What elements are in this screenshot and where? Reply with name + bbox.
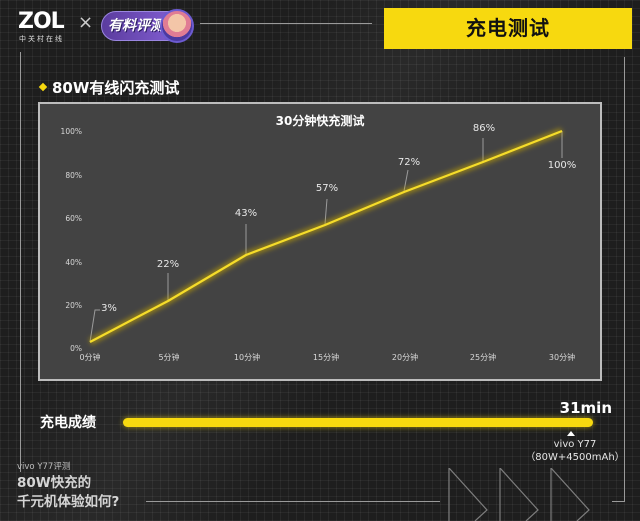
charge-time-value: 31min xyxy=(559,399,612,417)
y-tick: 60% xyxy=(65,214,82,223)
data-label: 3% xyxy=(101,303,117,314)
section-banner: 充电测试 xyxy=(384,8,632,49)
partner-badge-text: 有料评测 xyxy=(108,18,164,34)
footer-divider xyxy=(146,501,440,502)
review-headline: 80W快充的 千元机体验如何? xyxy=(17,474,119,512)
score-label: 充电成绩 xyxy=(40,415,96,431)
frame-top-line xyxy=(200,23,372,24)
y-tick: 80% xyxy=(65,171,82,180)
frame-right-line xyxy=(624,57,625,501)
data-label: 72% xyxy=(397,157,421,168)
x-tick: 0分钟 xyxy=(79,353,101,362)
frame-left-line xyxy=(20,52,21,472)
mascot-icon xyxy=(160,9,194,43)
partner-badge: 有料评测 xyxy=(101,9,194,43)
headline-line-2: 千元机体验如何? xyxy=(17,494,120,510)
marker-triangle-icon xyxy=(567,431,575,436)
y-tick: 40% xyxy=(65,258,82,267)
zol-logo: ZOL xyxy=(18,9,65,34)
chart-title: 30分钟快充测试 xyxy=(275,114,365,128)
section-title: 80W有线闪充测试 xyxy=(38,77,180,98)
y-tick: 100% xyxy=(60,127,82,136)
headline-line-1: 80W快充的 xyxy=(17,475,92,491)
device-info: vivo Y77 （80W+4500mAh） xyxy=(520,438,630,464)
y-tick: 20% xyxy=(65,301,82,310)
data-label: 43% xyxy=(234,208,258,219)
chevron-arrows-icon xyxy=(448,468,590,521)
series-line xyxy=(89,129,563,343)
y-tick: 0% xyxy=(70,344,82,353)
section-title-text: 80W有线闪充测试 xyxy=(52,79,180,97)
series-glow xyxy=(88,127,564,346)
data-label: 57% xyxy=(315,183,339,194)
x-tick: 5分钟 xyxy=(158,353,180,362)
data-label: 100% xyxy=(547,160,577,171)
review-tag: vivo Y77评测 xyxy=(17,462,71,472)
x-tick: 20分钟 xyxy=(391,353,419,362)
cross-icon: × xyxy=(78,12,94,33)
x-tick: 10分钟 xyxy=(233,353,261,362)
device-name: vivo Y77 xyxy=(553,439,597,450)
x-tick: 30分钟 xyxy=(548,353,576,362)
frame-right-foot xyxy=(612,501,625,502)
data-label: 22% xyxy=(156,259,180,270)
x-tick: 25分钟 xyxy=(469,353,497,362)
charge-time-bar xyxy=(123,418,593,427)
zol-logo-subtitle: 中关村在线 xyxy=(19,35,64,43)
device-spec: （80W+4500mAh） xyxy=(525,452,625,463)
data-label: 86% xyxy=(472,123,496,134)
x-tick: 15分钟 xyxy=(312,353,340,362)
